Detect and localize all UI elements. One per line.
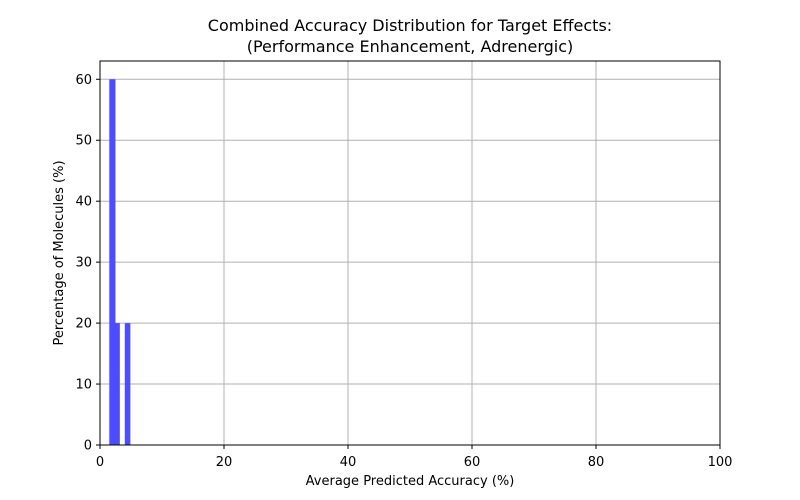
grid-lines: [99, 61, 721, 446]
x-tick-label-0: 0: [96, 455, 104, 470]
bars: [109, 79, 131, 446]
y-axis-label: Percentage of Molecules (%): [52, 160, 67, 345]
y-tick-label-4: 40: [75, 195, 92, 210]
bar-1: [115, 323, 120, 445]
y-tick-label-2: 20: [75, 317, 92, 332]
y-tick-label-1: 10: [75, 378, 92, 393]
chart-title-line-1: Combined Accuracy Distribution for Targe…: [208, 16, 612, 35]
bar-2: [124, 323, 131, 445]
x-tick-label-5: 100: [708, 455, 733, 470]
plot-area-frame: [99, 60, 721, 446]
x-tick-label-1: 20: [216, 455, 233, 470]
y-tick-label-3: 30: [75, 256, 92, 271]
y-tick-label-6: 60: [75, 73, 92, 88]
x-axis-ticks: 0 20 40 60 80 100: [96, 445, 733, 470]
bar-0: [109, 79, 116, 446]
x-tick-label-4: 80: [588, 455, 605, 470]
y-axis-ticks: 0 10 20 30 40 50 60: [75, 73, 100, 454]
x-axis-label: Average Predicted Accuracy (%): [306, 474, 515, 489]
x-tick-label-3: 60: [464, 455, 481, 470]
chart-title-line-2: (Performance Enhancement, Adrenergic): [247, 37, 574, 56]
y-tick-label-0: 0: [84, 439, 92, 454]
y-tick-label-5: 50: [75, 134, 92, 149]
x-tick-label-2: 40: [340, 455, 357, 470]
